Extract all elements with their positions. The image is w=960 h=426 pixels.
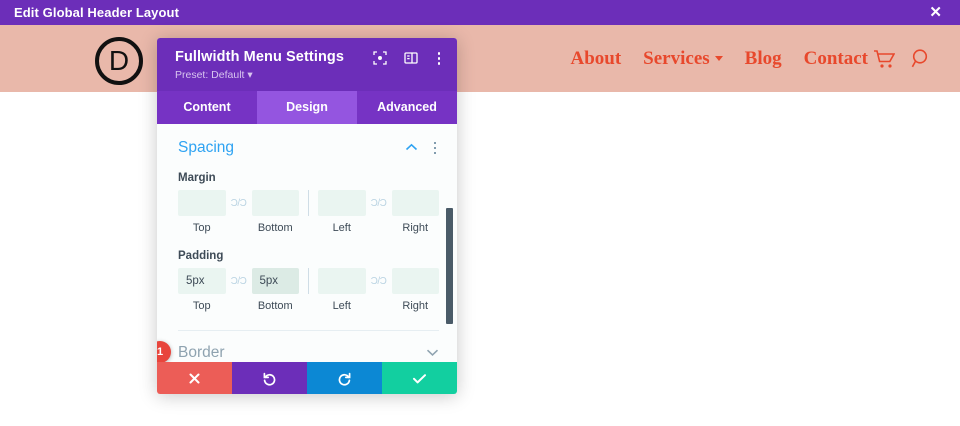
padding-pair-vertical: Top Ɔ/Ɔ Bottom: [178, 268, 299, 312]
padding-top-input[interactable]: [178, 268, 226, 294]
redo-button[interactable]: [307, 362, 382, 394]
modal-scrollbar-thumb[interactable]: [446, 208, 453, 324]
modal-tabs: Content Design Advanced: [157, 91, 457, 124]
padding-right-label: Right: [402, 300, 429, 312]
more-options-icon[interactable]: [431, 140, 440, 157]
logo-letter: D: [108, 45, 130, 76]
site-nav-icons: [873, 25, 932, 92]
undo-button[interactable]: [232, 362, 307, 394]
modal-title: Fullwidth Menu Settings: [175, 49, 345, 65]
page-title: Edit Global Header Layout: [14, 5, 180, 20]
margin-bottom-cell: Bottom: [251, 190, 299, 234]
layout-panel-icon[interactable]: [403, 51, 418, 65]
padding-left-input[interactable]: [318, 268, 366, 294]
divi-logo[interactable]: D: [95, 37, 143, 85]
nav-item-blog[interactable]: Blog: [745, 48, 782, 70]
cart-icon[interactable]: [873, 49, 895, 69]
padding-top-cell: Top: [178, 268, 226, 312]
margin-bottom-label: Bottom: [257, 222, 293, 234]
padding-inputs: Top Ɔ/Ɔ Bottom Left: [178, 268, 439, 312]
nav-label-services: Services: [643, 47, 710, 69]
padding-bottom-label: Bottom: [257, 300, 293, 312]
modal-header: Fullwidth Menu Settings Preset: Default …: [157, 38, 457, 91]
padding-top-label: Top: [192, 300, 211, 312]
padding-pair-horizontal: Left Ɔ/Ɔ Right: [318, 268, 439, 312]
section-header-spacing[interactable]: Spacing: [157, 124, 457, 161]
chevron-up-icon[interactable]: [405, 139, 418, 157]
section-title-spacing: Spacing: [178, 139, 235, 156]
preset-label: Preset: Default: [175, 69, 245, 81]
field-group-padding: Padding Top Ɔ/Ɔ Bottom: [157, 234, 457, 312]
more-options-icon[interactable]: [435, 50, 444, 67]
divider: [308, 190, 309, 216]
preset-selector[interactable]: Preset: Default ▾: [175, 69, 441, 81]
margin-right-label: Right: [402, 222, 429, 234]
chevron-down-icon[interactable]: [426, 344, 439, 362]
focus-target-icon[interactable]: [372, 51, 387, 65]
divider: [178, 330, 439, 331]
margin-bottom-input[interactable]: [251, 190, 299, 216]
padding-bottom-cell: Bottom: [251, 268, 299, 312]
modal-footer: [157, 362, 457, 394]
nav-item-services[interactable]: Services: [643, 47, 723, 70]
margin-pair-horizontal: Left Ɔ/Ɔ Right: [318, 190, 439, 234]
broken-link-icon[interactable]: Ɔ/Ɔ: [230, 275, 247, 287]
close-icon[interactable]: ✕: [929, 4, 942, 21]
broken-link-icon[interactable]: Ɔ/Ɔ: [370, 275, 387, 287]
tab-advanced[interactable]: Advanced: [377, 100, 437, 114]
margin-right-input[interactable]: [391, 190, 439, 216]
margin-top-cell: Top: [178, 190, 226, 234]
section-title-border: Border: [178, 344, 225, 361]
step-badge-1: 1: [157, 341, 171, 362]
margin-left-cell: Left: [318, 190, 366, 234]
nav-label-contact: Contact: [803, 47, 868, 69]
margin-top-label: Top: [192, 222, 211, 234]
tab-design[interactable]: Design: [257, 91, 357, 124]
field-group-margin: Margin Top Ɔ/Ɔ Bottom: [157, 161, 457, 234]
search-icon[interactable]: [911, 48, 932, 69]
margin-right-cell: Right: [391, 190, 439, 234]
padding-right-cell: Right: [391, 268, 439, 312]
site-nav: About Services Blog Contact: [570, 25, 868, 92]
margin-inputs: Top Ɔ/Ɔ Bottom Left: [178, 190, 439, 234]
modal-body: Spacing Margin: [157, 124, 457, 362]
nav-label-blog: Blog: [744, 47, 782, 69]
save-button[interactable]: [382, 362, 457, 394]
margin-pair-vertical: Top Ɔ/Ɔ Bottom: [178, 190, 299, 234]
margin-top-input[interactable]: [178, 190, 226, 216]
padding-left-label: Left: [332, 300, 351, 312]
padding-left-cell: Left: [318, 268, 366, 312]
chevron-down-icon: [714, 56, 723, 61]
padding-bottom-input[interactable]: [251, 268, 299, 294]
nav-item-contact[interactable]: Contact: [804, 48, 868, 70]
site-header-preview: D About Services Blog Contact: [0, 25, 960, 92]
divider: [308, 268, 309, 294]
tab-content[interactable]: Content: [183, 100, 231, 114]
admin-topbar: Edit Global Header Layout ✕: [0, 0, 960, 25]
modal-header-actions: [372, 50, 444, 67]
broken-link-icon[interactable]: Ɔ/Ɔ: [230, 197, 247, 209]
section-controls-spacing: [405, 139, 440, 157]
margin-left-input[interactable]: [318, 190, 366, 216]
chevron-down-icon: ▾: [247, 69, 253, 81]
settings-modal: Fullwidth Menu Settings Preset: Default …: [157, 38, 457, 394]
cancel-button[interactable]: [157, 362, 232, 394]
padding-right-input[interactable]: [391, 268, 439, 294]
nav-item-about[interactable]: About: [570, 48, 621, 70]
field-label-padding: Padding: [178, 250, 224, 262]
section-header-border[interactable]: Border: [157, 331, 457, 362]
nav-label-about: About: [570, 47, 622, 69]
broken-link-icon[interactable]: Ɔ/Ɔ: [370, 197, 387, 209]
margin-left-label: Left: [332, 222, 351, 234]
field-label-margin: Margin: [178, 172, 216, 184]
